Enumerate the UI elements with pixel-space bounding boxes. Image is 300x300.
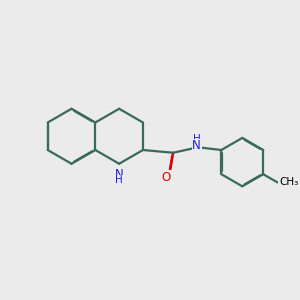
Text: N: N (115, 168, 124, 181)
Text: H: H (115, 175, 123, 185)
Text: N: N (192, 140, 201, 152)
Text: H: H (193, 134, 200, 144)
Text: O: O (162, 171, 171, 184)
Text: CH₃: CH₃ (279, 177, 298, 188)
